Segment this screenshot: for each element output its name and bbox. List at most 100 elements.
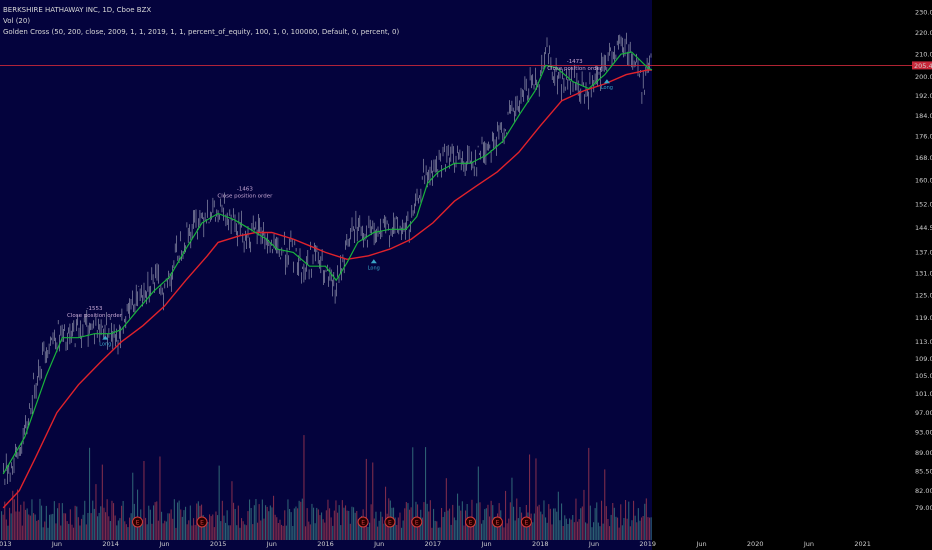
earnings-icon (411, 516, 423, 528)
volume-bar (236, 525, 238, 540)
volume-bar (631, 520, 633, 540)
volume-bar (543, 500, 545, 540)
volume-bar (21, 525, 23, 540)
volume-bar (365, 458, 367, 540)
volume-bar (637, 508, 639, 540)
volume-bar (44, 521, 46, 540)
volume-bar (508, 518, 510, 540)
volume-bar (626, 518, 628, 540)
volume-bar (239, 527, 241, 540)
volume-bar (537, 506, 539, 540)
volume-bar (386, 513, 388, 540)
volume-bar (421, 517, 423, 540)
volume-bar (228, 525, 230, 540)
volume-bar (125, 524, 127, 540)
volume-bar (441, 508, 443, 540)
price-tick-label: 137.00 (915, 249, 932, 257)
volume-bar (210, 516, 212, 540)
volume-bar (490, 500, 492, 540)
volume-bar (641, 517, 643, 540)
volume-bar (45, 505, 47, 540)
volume-bar (604, 469, 606, 540)
strategy-indicator-label[interactable]: Golden Cross (50, 200, close, 2009, 1, 1… (3, 28, 400, 36)
trade-pnl-label: -1553 (87, 306, 103, 312)
volume-bar (367, 527, 369, 540)
volume-bar (301, 498, 303, 540)
volume-bar (162, 523, 164, 540)
volume-bar (167, 513, 169, 540)
volume-bar (484, 509, 486, 540)
time-tick-label: 2018 (532, 540, 549, 548)
volume-bar (522, 522, 524, 540)
volume-bar (146, 524, 148, 540)
volume-bar (249, 499, 251, 540)
time-tick-label: Jun (158, 540, 169, 548)
volume-bar (138, 518, 140, 540)
trade-order-label: Close position order (217, 194, 273, 200)
volume-bar (337, 512, 339, 540)
time-tick-label: 2020 (747, 540, 764, 548)
earnings-icon-glyph: E (361, 520, 365, 527)
volume-bar (322, 519, 324, 540)
volume-bar (73, 527, 75, 540)
volume-bar (298, 500, 300, 540)
time-tick-label: Jun (588, 540, 599, 548)
volume-bar (586, 523, 588, 540)
volume-bar (129, 517, 131, 540)
earnings-icon-glyph: E (415, 520, 419, 527)
volume-bar (253, 505, 255, 540)
volume-bar (90, 513, 92, 540)
volume-bar (53, 501, 55, 540)
volume-bar (650, 517, 652, 540)
volume-bar (621, 525, 623, 540)
price-tick-label: 184.00 (915, 112, 932, 120)
volume-bar (554, 508, 556, 540)
volume-bar (573, 522, 575, 540)
volume-bar (18, 511, 20, 540)
volume-bar (207, 522, 209, 540)
price-tick-label: 125.00 (915, 291, 932, 299)
volume-bar (265, 505, 267, 540)
volume-bar (333, 510, 335, 540)
volume-indicator-label[interactable]: Vol (20) (3, 17, 31, 25)
volume-bar (76, 506, 78, 540)
volume-bar (613, 507, 615, 540)
time-tick-label: 2016 (317, 540, 334, 548)
volume-bar (305, 526, 307, 540)
volume-bar (348, 510, 350, 540)
time-tick-label: 2017 (425, 540, 442, 548)
volume-bar (271, 507, 273, 540)
volume-bar (148, 505, 150, 540)
volume-bar (311, 503, 313, 540)
volume-bar (396, 525, 398, 540)
volume-bar (575, 498, 577, 540)
volume-bar (409, 509, 411, 540)
price-tick-label: 160.00 (915, 177, 932, 185)
volume-bar (165, 521, 167, 540)
price-axis[interactable] (912, 0, 932, 550)
volume-bar (620, 504, 622, 540)
volume-bar (255, 499, 257, 540)
volume-bar (252, 524, 254, 540)
volume-bar (629, 526, 631, 540)
volume-bar (37, 519, 39, 540)
volume-bar (605, 506, 607, 540)
volume-bar (532, 522, 534, 540)
volume-bar (137, 489, 139, 540)
volume-bar (553, 508, 555, 540)
volume-bar (49, 514, 51, 540)
last-price-label: 205.44 (914, 62, 932, 70)
volume-bar (61, 503, 63, 540)
volume-bar (476, 503, 478, 540)
volume-bar (479, 502, 481, 540)
volume-bar (397, 517, 399, 540)
trade-pnl-label: -1463 (237, 187, 253, 193)
volume-bar (381, 516, 383, 540)
volume-bar (465, 510, 467, 540)
volume-bar (338, 505, 340, 540)
volume-bar (141, 519, 143, 540)
volume-bar (57, 508, 59, 540)
volume-bar (433, 508, 435, 540)
price-tick-label: 97.00 (915, 409, 932, 417)
